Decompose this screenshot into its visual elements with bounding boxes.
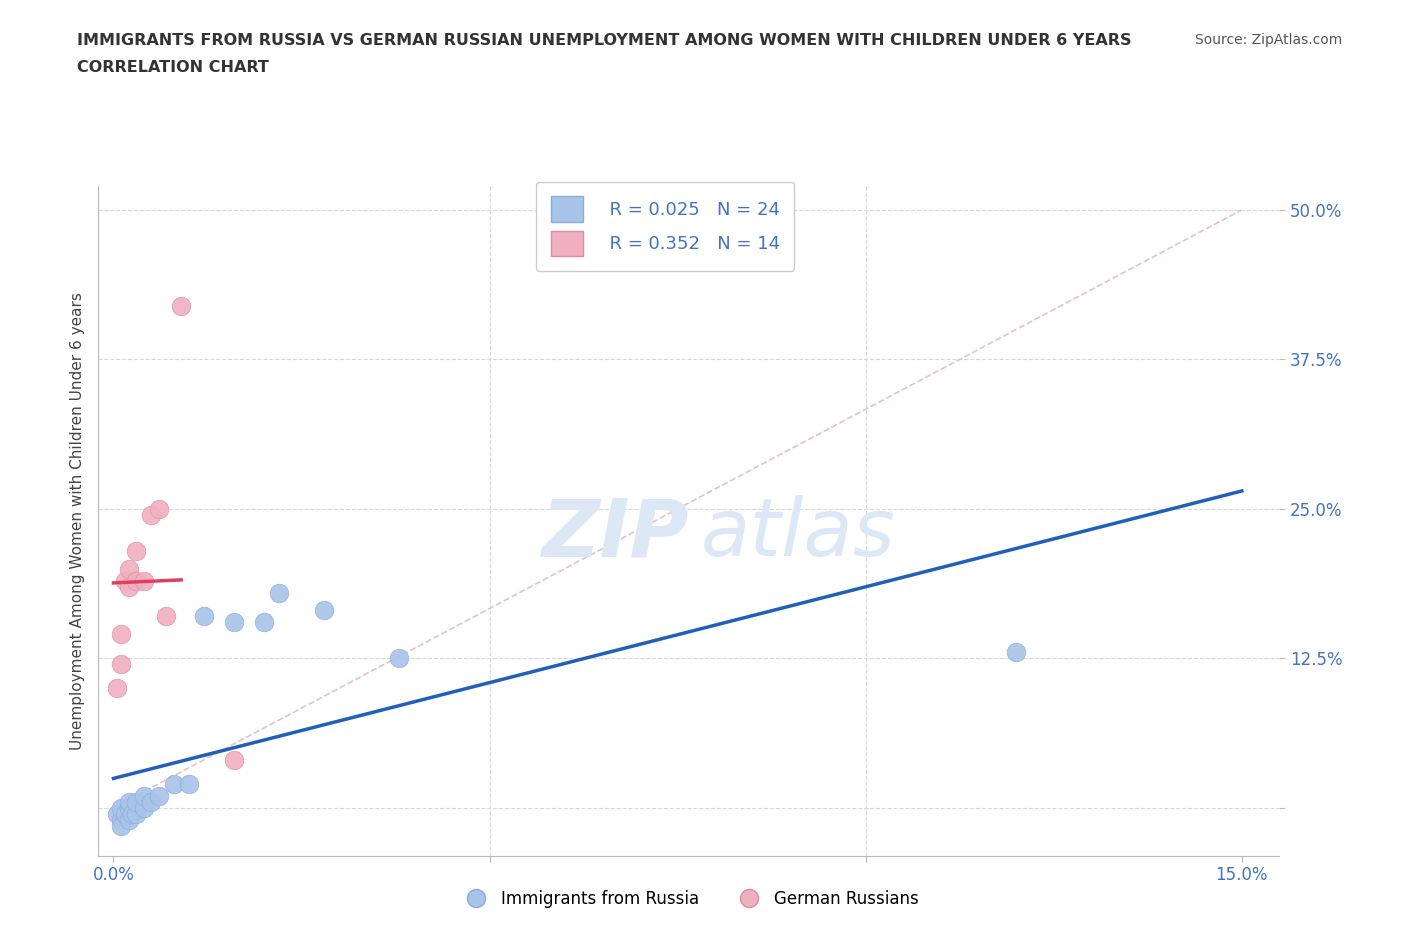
Point: [105, 681, 128, 696]
Point: [132, 573, 155, 588]
Point: [105, 806, 128, 821]
Point: [125, 573, 148, 588]
Point: [117, 794, 139, 809]
Point: [1005, 644, 1028, 659]
Point: [155, 609, 177, 624]
Text: atlas: atlas: [700, 495, 896, 573]
Point: [222, 615, 245, 630]
Point: [267, 585, 290, 600]
Point: [388, 651, 411, 666]
Point: [125, 794, 148, 809]
Point: [110, 627, 132, 642]
Point: [253, 615, 276, 630]
Point: [117, 561, 139, 576]
Y-axis label: Unemployment Among Women with Children Under 6 years: Unemployment Among Women with Children U…: [69, 292, 84, 750]
Point: [170, 299, 193, 313]
Point: [110, 812, 132, 827]
Point: [139, 794, 162, 809]
Text: CORRELATION CHART: CORRELATION CHART: [77, 60, 269, 75]
Point: [177, 777, 200, 791]
Point: [117, 812, 139, 827]
Point: [114, 806, 136, 821]
Point: [110, 818, 132, 833]
Point: [148, 501, 170, 516]
Text: IMMIGRANTS FROM RUSSIA VS GERMAN RUSSIAN UNEMPLOYMENT AMONG WOMEN WITH CHILDREN : IMMIGRANTS FROM RUSSIA VS GERMAN RUSSIAN…: [77, 33, 1132, 47]
Point: [193, 609, 215, 624]
Text: Source: ZipAtlas.com: Source: ZipAtlas.com: [1195, 33, 1343, 46]
Point: [110, 657, 132, 671]
Point: [117, 801, 139, 816]
Point: [125, 806, 148, 821]
Text: ZIP: ZIP: [541, 495, 689, 573]
Point: [132, 801, 155, 816]
Point: [114, 573, 136, 588]
Legend: Immigrants from Russia, German Russians: Immigrants from Russia, German Russians: [453, 883, 925, 914]
Point: [314, 603, 336, 618]
Point: [222, 752, 245, 767]
Point: [125, 543, 148, 558]
Point: [148, 789, 170, 804]
Point: [110, 801, 132, 816]
Point: [121, 806, 143, 821]
Point: [163, 777, 186, 791]
Point: [139, 508, 162, 523]
Point: [132, 789, 155, 804]
Point: [117, 579, 139, 594]
